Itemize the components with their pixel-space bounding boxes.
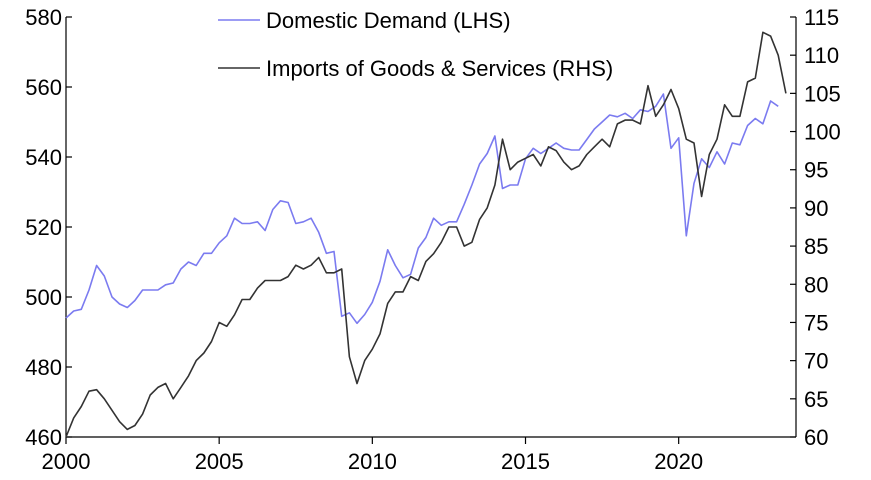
legend-label-imports: Imports of Goods & Services (RHS): [266, 56, 613, 81]
legend-label-domestic-demand: Domestic Demand (LHS): [266, 8, 511, 33]
right-y-tick-label: 100: [804, 120, 841, 145]
right-y-tick-label: 95: [804, 158, 828, 183]
left-y-tick-label: 540: [25, 145, 62, 170]
right-y-tick-label: 85: [804, 234, 828, 259]
left-y-tick-label: 520: [25, 215, 62, 240]
left-y-tick-label: 480: [25, 355, 62, 380]
left-y-tick-label: 580: [25, 5, 62, 30]
left-y-tick-label: 460: [25, 425, 62, 450]
right-y-tick-label: 90: [804, 196, 828, 221]
right-y-tick-label: 115: [804, 5, 839, 30]
x-tick-label: 2020: [654, 449, 703, 474]
right-y-tick-label: 60: [804, 425, 828, 450]
x-tick-label: 2010: [348, 449, 397, 474]
series-line-imports: [65, 31, 787, 438]
right-y-tick-label: 65: [804, 387, 828, 412]
x-tick-label: 2005: [195, 449, 244, 474]
x-tick-label: 2015: [501, 449, 550, 474]
series-line-domestic-demand: [65, 93, 779, 325]
right-y-tick-label: 75: [804, 310, 828, 335]
right-y-tick-label: 70: [804, 349, 828, 374]
right-y-tick-label: 110: [804, 43, 839, 68]
right-y-tick-label: 80: [804, 272, 828, 297]
left-y-tick-label: 500: [25, 285, 62, 310]
legend: Domestic Demand (LHS) Imports of Goods &…: [218, 8, 613, 81]
series-layer: [65, 31, 787, 438]
x-tick-label: 2000: [42, 449, 91, 474]
right-y-tick-label: 105: [804, 81, 841, 106]
axes: 460 480 500 520 540 560 580 60 65 70 75 80 85 90 95 100…: [25, 5, 840, 474]
left-y-tick-label: 560: [25, 75, 62, 100]
